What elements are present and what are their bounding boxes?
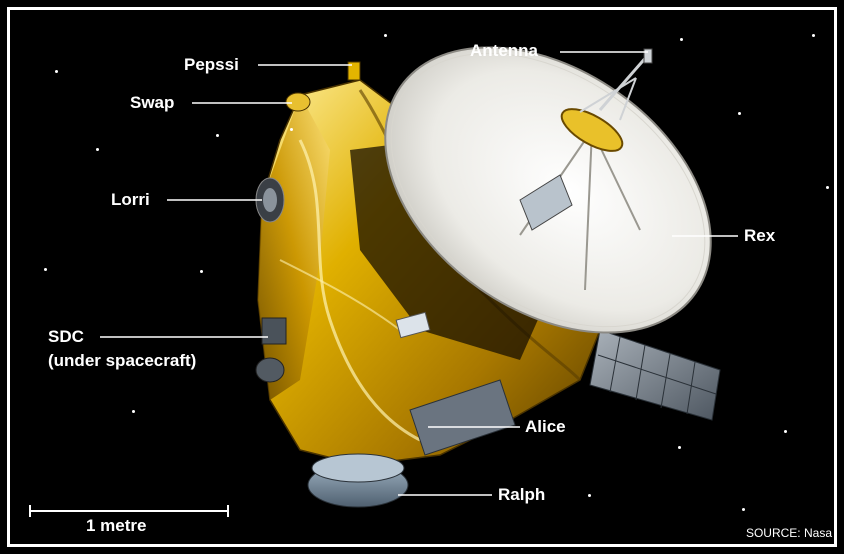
alice-instrument [409, 379, 516, 456]
rtg-panel [589, 329, 721, 421]
label-lorri: Lorri [111, 190, 150, 209]
label-sdc-note: (under spacecraft) [48, 351, 197, 370]
leader-lines [100, 51, 738, 496]
scale-bar-label: 1 metre [86, 516, 147, 535]
star [290, 128, 293, 131]
scale-bar [29, 505, 229, 517]
star [200, 270, 203, 273]
star [680, 38, 683, 41]
ralph-instrument [307, 453, 409, 508]
star [812, 34, 815, 37]
label-antenna: Antenna [470, 41, 538, 60]
star [784, 430, 787, 433]
source-credit: SOURCE: Nasa [745, 526, 832, 540]
star [384, 34, 387, 37]
star [738, 112, 741, 115]
swap-instrument [285, 92, 311, 112]
label-swap: Swap [130, 93, 175, 112]
star [96, 148, 99, 151]
star [132, 410, 135, 413]
star [742, 508, 745, 511]
star [678, 446, 681, 449]
pepssi-instrument [347, 61, 361, 81]
label-rex: Rex [744, 226, 776, 245]
label-sdc: SDC [48, 327, 84, 346]
rex-dish [384, 46, 712, 334]
star [826, 186, 829, 189]
star [588, 494, 591, 497]
star [216, 134, 219, 137]
label-alice: Alice [525, 417, 566, 436]
star [55, 70, 58, 73]
star [44, 268, 47, 271]
sdc-instrument [255, 317, 287, 383]
lorri-instrument [255, 177, 285, 223]
label-ralph: Ralph [498, 485, 546, 504]
label-pepssi: Pepssi [184, 55, 239, 74]
